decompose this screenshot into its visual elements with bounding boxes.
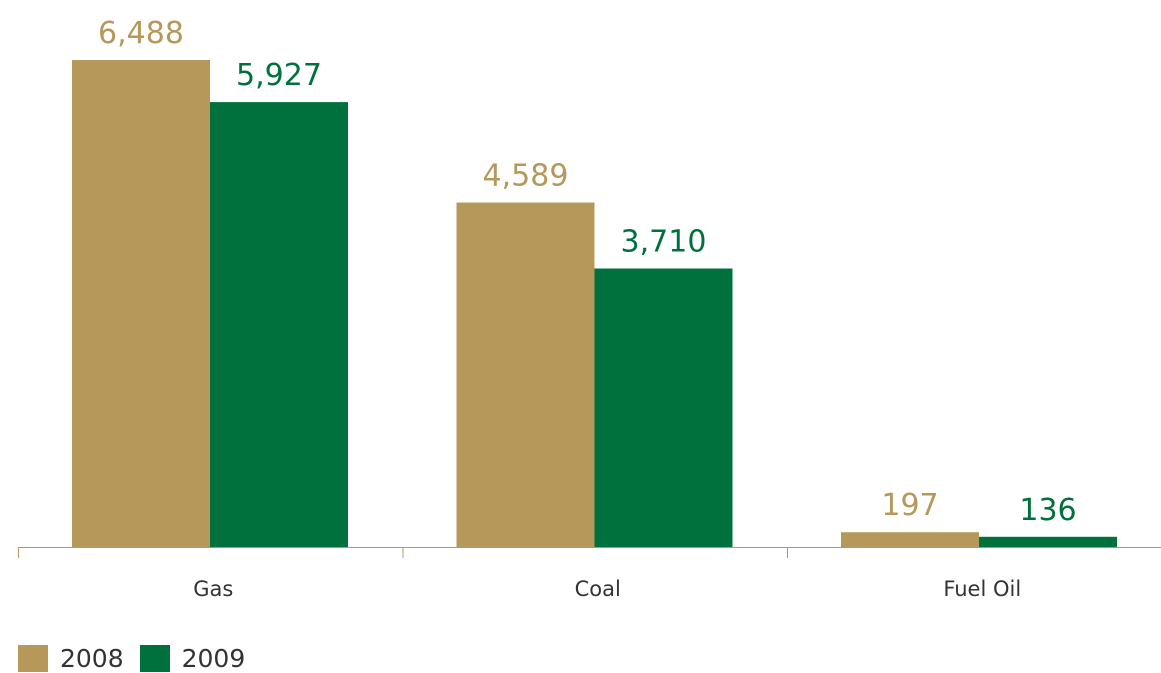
bar-coal-2009 <box>594 268 733 547</box>
bar-fuel-oil-2008 <box>841 532 979 547</box>
bar-gas-2009 <box>210 102 348 547</box>
value-labels-group: 6,488 5,927 4,589 3,710 197 136 <box>98 16 1077 528</box>
legend-label-2009: 2009 <box>181 644 246 673</box>
legend-label-2008: 2008 <box>60 644 124 673</box>
legend-swatch-2009 <box>139 645 170 672</box>
value-label-fuel-oil-2009: 136 <box>1019 493 1076 528</box>
value-label-fuel-oil-2008: 197 <box>881 488 938 523</box>
x-axis-ticks <box>18 547 788 558</box>
bar-fuel-oil-2009 <box>979 536 1117 547</box>
value-label-gas-2009: 5,927 <box>236 58 322 93</box>
bars-group <box>72 60 1117 547</box>
value-label-coal-2008: 4,589 <box>483 159 569 194</box>
category-label-gas: Gas <box>193 577 233 601</box>
legend: 2008 2009 <box>18 644 261 673</box>
bar-gas-2008 <box>72 60 210 547</box>
value-label-gas-2008: 6,488 <box>98 16 184 51</box>
legend-swatch-2008 <box>18 645 48 672</box>
value-label-coal-2009: 3,710 <box>621 225 707 260</box>
category-labels: Gas Coal Fuel Oil <box>193 577 1021 601</box>
category-label-fuel-oil: Fuel Oil <box>943 577 1021 601</box>
bar-chart: 6,488 5,927 4,589 3,710 197 136 Gas Coal Fuel O… <box>18 16 1161 601</box>
legend-item-2009: 2009 <box>139 644 246 673</box>
bar-coal-2008 <box>456 202 595 547</box>
legend-item-2008: 2008 <box>18 644 124 673</box>
category-label-coal: Coal <box>575 577 621 601</box>
